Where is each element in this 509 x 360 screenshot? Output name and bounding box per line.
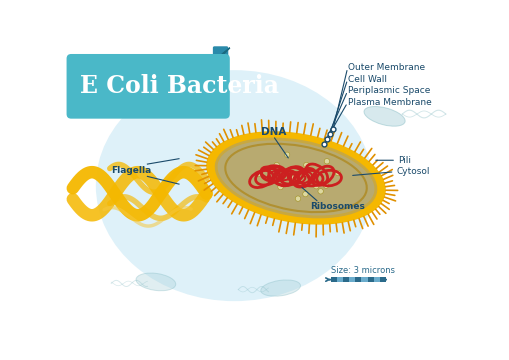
Text: Pili: Pili: [397, 156, 410, 165]
Circle shape: [288, 173, 294, 179]
Circle shape: [255, 171, 261, 177]
Circle shape: [335, 170, 340, 176]
Circle shape: [295, 196, 300, 201]
Ellipse shape: [260, 280, 300, 296]
Circle shape: [298, 181, 303, 187]
Circle shape: [273, 162, 279, 168]
Bar: [367, 277, 373, 282]
Text: Plasma Membrane: Plasma Membrane: [347, 98, 431, 107]
Bar: [336, 277, 343, 282]
Text: Ribosomes: Ribosomes: [309, 202, 364, 211]
Bar: [343, 277, 349, 282]
Bar: [373, 277, 379, 282]
FancyBboxPatch shape: [212, 46, 228, 62]
Circle shape: [317, 189, 323, 194]
Ellipse shape: [96, 70, 372, 301]
Circle shape: [289, 177, 294, 182]
Circle shape: [284, 152, 289, 157]
Text: E Coli Bacteria: E Coli Bacteria: [80, 74, 279, 98]
Circle shape: [292, 174, 298, 179]
Ellipse shape: [136, 273, 176, 291]
Circle shape: [294, 176, 299, 181]
FancyBboxPatch shape: [67, 54, 230, 119]
Circle shape: [290, 175, 296, 180]
Circle shape: [302, 192, 307, 197]
Circle shape: [293, 175, 299, 181]
Text: Size: 3 microns: Size: 3 microns: [330, 266, 394, 275]
Text: DNA: DNA: [261, 127, 286, 137]
Text: Cytosol: Cytosol: [395, 167, 429, 176]
Ellipse shape: [216, 139, 375, 217]
Circle shape: [277, 184, 282, 190]
Circle shape: [323, 183, 328, 188]
Text: Cell Wall: Cell Wall: [347, 75, 386, 84]
Bar: [355, 277, 361, 282]
Bar: [349, 277, 355, 282]
Circle shape: [324, 158, 329, 164]
Circle shape: [313, 184, 318, 189]
Circle shape: [301, 172, 306, 177]
Bar: [330, 277, 336, 282]
Polygon shape: [222, 48, 230, 55]
Text: Flagella: Flagella: [111, 166, 151, 175]
Bar: [361, 277, 367, 282]
Bar: [379, 277, 385, 282]
Circle shape: [303, 162, 308, 168]
Text: Outer Membrane: Outer Membrane: [347, 63, 424, 72]
Ellipse shape: [363, 107, 404, 126]
Ellipse shape: [206, 131, 385, 225]
Circle shape: [293, 175, 298, 180]
Text: Periplasmic Space: Periplasmic Space: [347, 86, 429, 95]
Circle shape: [288, 174, 294, 180]
